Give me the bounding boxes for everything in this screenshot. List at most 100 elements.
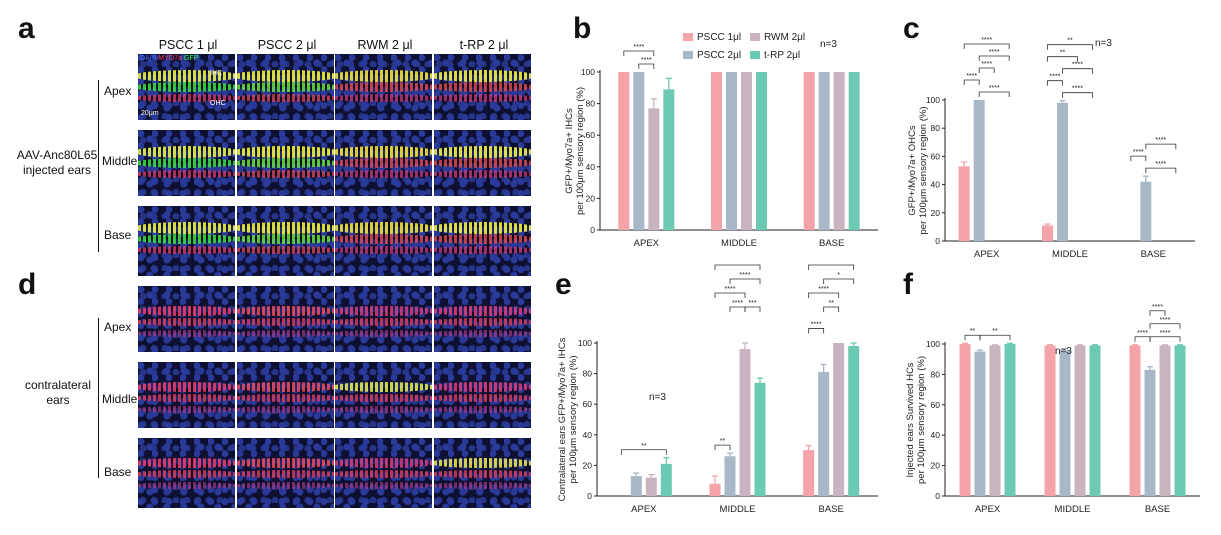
fluorescence-band: [138, 170, 235, 178]
significance-label: ****: [981, 37, 992, 44]
bar: [1089, 345, 1101, 496]
bar: [833, 343, 845, 496]
panel-letter-f: f: [903, 268, 913, 301]
significance-label: ****: [1072, 62, 1083, 69]
fluorescence-band: [434, 406, 531, 413]
significance-label: **: [1067, 38, 1073, 45]
micrograph-tile: [138, 286, 235, 352]
fluorescence-band: [237, 246, 334, 254]
micrograph-tile: [237, 54, 334, 120]
fluorescence-band: [434, 146, 531, 158]
fluorescence-band: [335, 158, 432, 168]
fluorescence-band: [434, 70, 531, 82]
micrograph-tile: [335, 362, 432, 428]
n-label: n=3: [820, 39, 837, 50]
significance-bracket: [623, 50, 655, 56]
x-tick-label: BASE: [1141, 249, 1166, 260]
x-tick-label: MIDDLE: [721, 238, 757, 249]
fluorescence-band: [335, 458, 432, 468]
fluorescence-band: [335, 394, 432, 402]
fluorescence-band: [335, 234, 432, 244]
bar: [959, 344, 971, 496]
legend-swatch: [683, 33, 693, 41]
significance-bracket: [823, 278, 855, 284]
micrograph-tile: [138, 438, 235, 508]
micrograph-tile: DAPI MYO7a GFP IHC OHC 20μm: [138, 54, 235, 120]
column-header-pscc1: PSCC 1 μl: [158, 38, 218, 52]
group-label-injected: AAV-Anc80L65 injected ears: [14, 148, 100, 178]
significance-bracket: [1149, 336, 1181, 342]
fluorescence-band: [335, 470, 432, 478]
y-tick-label: 80: [931, 369, 941, 379]
channel-label: MYO7a: [158, 55, 184, 62]
significance-label: **: [641, 443, 647, 450]
y-tick-label: 0: [587, 491, 592, 501]
micrograph-tile: [237, 206, 334, 276]
fluorescence-band: [138, 70, 235, 82]
y-tick-label: 80: [931, 123, 941, 133]
micrograph-tile: [335, 206, 432, 276]
fluorescence-band: [237, 146, 334, 158]
panel-letter-e: e: [555, 268, 572, 301]
significance-bracket: [1134, 336, 1151, 342]
y-tick-label: 80: [583, 369, 593, 379]
group-label-injected-line1: AAV-Anc80L65: [16, 148, 98, 162]
significance-bracket: [808, 264, 855, 270]
fluorescence-band: [434, 330, 531, 337]
x-tick-label: BASE: [1145, 504, 1170, 515]
ihc-label: IHC: [210, 70, 223, 77]
significance-bracket: [1047, 80, 1063, 86]
significance-bracket: [823, 306, 840, 312]
micrograph-tile: [335, 130, 432, 196]
significance-label: ****: [989, 85, 1000, 92]
y-tick-label: 100: [926, 95, 940, 105]
bar: [648, 108, 660, 230]
bar: [724, 456, 736, 496]
y-axis-label: per 100μm sensory region (%): [575, 87, 586, 215]
fluorescence-band: [138, 394, 235, 402]
fluorescence-band: [138, 458, 235, 468]
fluorescence-band: [237, 234, 334, 244]
panel-letter-d: d: [18, 268, 37, 301]
bar: [1174, 345, 1186, 496]
contralateral-bracket-line: [98, 318, 99, 478]
fluorescence-band: [138, 406, 235, 413]
fluorescence-band: [434, 170, 531, 178]
significance-label: ****: [1155, 137, 1166, 144]
fluorescence-band: [335, 330, 432, 337]
fluorescence-band: [237, 406, 334, 413]
panel-letter-a: a: [18, 12, 35, 45]
micrograph-tile: [237, 130, 334, 196]
scale-bar-label: 20μm: [141, 110, 159, 117]
bar: [1059, 350, 1071, 496]
fluorescence-band: [335, 406, 432, 413]
bar: [1074, 345, 1086, 496]
y-tick-label: 40: [583, 430, 593, 440]
chart-e: 0 20 40 60 80 100 Contralateral ears GFP+/Myo7…: [557, 262, 878, 515]
bar: [1140, 181, 1152, 241]
fluorescence-band: [434, 94, 531, 102]
significance-label: ****: [1155, 161, 1166, 168]
injected-bracket-line: [98, 80, 99, 252]
group-label-contralateral-line1: contralateral: [24, 378, 92, 392]
chart-c: 0 20 40 60 80 100 GFP+/Myo7a+ OHCs per 100μm se…: [907, 37, 1195, 260]
legend-label: RWM 2μl: [764, 32, 805, 43]
significance-bracket: [714, 292, 746, 298]
bar: [756, 72, 767, 230]
significance-label: ****: [1072, 86, 1083, 93]
micrograph-tile: [434, 206, 531, 276]
fluorescence-band: [138, 470, 235, 478]
bar: [803, 72, 815, 230]
fluorescence-band: [138, 234, 235, 244]
bar: [1057, 102, 1068, 241]
panel-letter-b: b: [573, 12, 592, 45]
bar: [1129, 345, 1141, 496]
bar: [818, 372, 830, 496]
micrograph-tile: [237, 362, 334, 428]
y-tick-label: 60: [931, 400, 941, 410]
legend-label: PSCC 1μl: [697, 32, 741, 43]
y-tick-label: 80: [586, 99, 596, 109]
column-header-pscc2: PSCC 2 μl: [257, 38, 317, 52]
significance-bracket: [1062, 68, 1093, 74]
x-tick-label: MIDDLE: [720, 504, 756, 515]
